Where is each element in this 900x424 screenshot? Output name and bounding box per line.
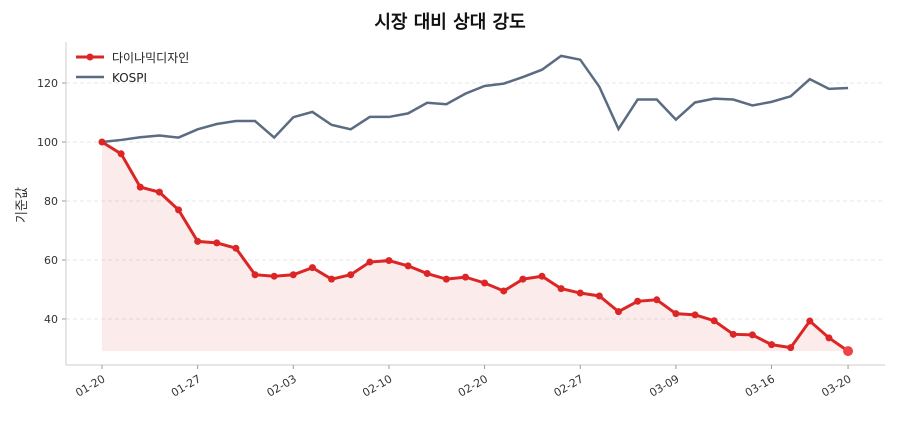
company-point — [232, 244, 240, 252]
company-point — [615, 308, 623, 316]
x-tick-label: 01-27 — [169, 372, 203, 399]
company-last-point — [843, 346, 854, 357]
company-point — [710, 317, 718, 325]
company-point — [347, 271, 355, 279]
chart-title: 시장 대비 상대 강도 — [374, 12, 525, 33]
company-point — [576, 289, 584, 297]
company-point — [98, 138, 106, 146]
legend-label-kospi: KOSPI — [112, 71, 147, 85]
x-tick-label: 02-20 — [456, 372, 490, 399]
company-point — [270, 272, 278, 280]
company-point — [404, 262, 412, 270]
company-point — [653, 296, 661, 304]
company-point — [117, 150, 125, 158]
company-point — [175, 206, 183, 214]
y-axis-label: 기준값 — [15, 187, 30, 223]
company-point — [136, 183, 144, 191]
company-point — [595, 292, 603, 300]
company-point — [500, 287, 508, 295]
company-point — [194, 237, 202, 245]
company-point — [825, 334, 833, 342]
company-point — [155, 188, 163, 196]
company-line — [101, 140, 849, 353]
company-point — [308, 264, 316, 272]
company-point — [289, 271, 297, 279]
x-tick-label: 02-27 — [552, 372, 586, 399]
x-tick-label: 01-20 — [73, 372, 107, 399]
x-tick-label: 03-16 — [743, 372, 777, 399]
company-area-fill — [102, 141, 849, 352]
y-tick-label: 120 — [37, 77, 58, 90]
x-tick-label: 03-09 — [647, 372, 681, 399]
company-point — [481, 279, 489, 287]
legend-marker-company — [86, 53, 94, 61]
y-tick-label: 80 — [44, 195, 58, 208]
y-tick-label: 40 — [44, 313, 58, 326]
x-tick-label: 02-03 — [265, 372, 299, 399]
company-point — [672, 310, 680, 318]
company-point — [213, 239, 221, 247]
y-tick-label: 60 — [44, 254, 58, 267]
company-point — [328, 275, 336, 283]
company-point — [729, 330, 737, 338]
legend-label-company: 다이나믹디자인 — [112, 51, 189, 65]
kospi-line — [101, 54, 849, 144]
company-point — [748, 331, 756, 339]
company-point — [806, 317, 814, 325]
company-point — [538, 272, 546, 280]
company-point — [461, 273, 469, 281]
company-point — [519, 275, 527, 283]
company-point — [787, 344, 795, 352]
company-point — [634, 297, 642, 305]
company-point — [691, 311, 699, 319]
legend: 다이나믹디자인 KOSPI — [76, 51, 189, 85]
company-point — [768, 341, 776, 349]
company-point — [366, 258, 374, 266]
company-point — [385, 257, 393, 265]
y-tick-label: 100 — [37, 136, 58, 149]
x-tick-label: 02-10 — [360, 372, 394, 399]
company-point — [423, 270, 431, 278]
company-point — [557, 285, 565, 293]
company-point — [442, 275, 450, 283]
x-tick-label: 03-20 — [819, 372, 853, 399]
company-point — [251, 271, 259, 279]
